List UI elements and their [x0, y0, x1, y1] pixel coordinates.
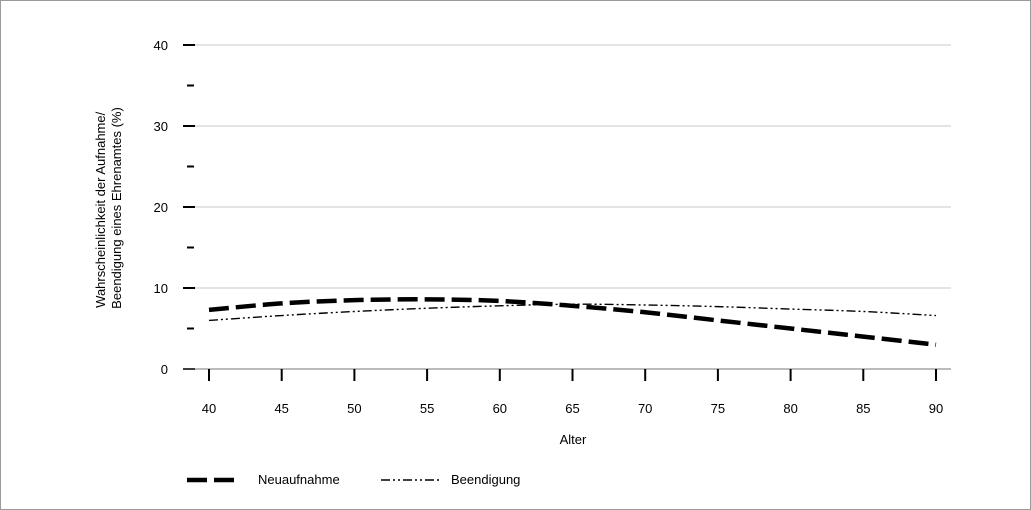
grid-lines	[191, 44, 951, 289]
axis-labels: Alter Wahrscheinlichkeit der Aufnahme/ B…	[93, 107, 587, 447]
y-axis-label-line-2: Beendigung eines Ehrenamtes (%)	[109, 107, 124, 309]
x-tick-label-85: 85	[856, 401, 870, 416]
x-tick-label-60: 60	[493, 401, 507, 416]
legend: Neuaufnahme Beendigung	[187, 472, 520, 487]
legend-label-beendigung: Beendigung	[451, 472, 520, 487]
legend-label-neuaufnahme: Neuaufnahme	[258, 472, 340, 487]
y-tick-label-30: 30	[154, 119, 168, 134]
x-tick-label-65: 65	[565, 401, 579, 416]
series-lines	[208, 297, 937, 347]
x-tick-label-80: 80	[783, 401, 797, 416]
axes: 0 10 20 30 40 40 45 50 55 60 65 70 75 80 85 90	[154, 38, 951, 416]
y-tick-label-0: 0	[161, 362, 168, 377]
y-tick-label-20: 20	[154, 200, 168, 215]
y-tick-label-10: 10	[154, 281, 168, 296]
x-tick-label-40: 40	[202, 401, 216, 416]
x-tick-label-50: 50	[347, 401, 361, 416]
x-tick-label-75: 75	[711, 401, 725, 416]
x-tick-label-90: 90	[929, 401, 943, 416]
y-tick-label-40: 40	[154, 38, 168, 53]
x-axis-label: Alter	[560, 432, 587, 447]
x-tick-label-45: 45	[274, 401, 288, 416]
y-axis-label: Wahrscheinlichkeit der Aufnahme/ Beendig…	[93, 107, 124, 309]
y-axis-label-line-1: Wahrscheinlichkeit der Aufnahme/	[93, 111, 108, 307]
series-line-neuaufnahme	[208, 297, 937, 347]
x-tick-label-55: 55	[420, 401, 434, 416]
x-tick-label-70: 70	[638, 401, 652, 416]
